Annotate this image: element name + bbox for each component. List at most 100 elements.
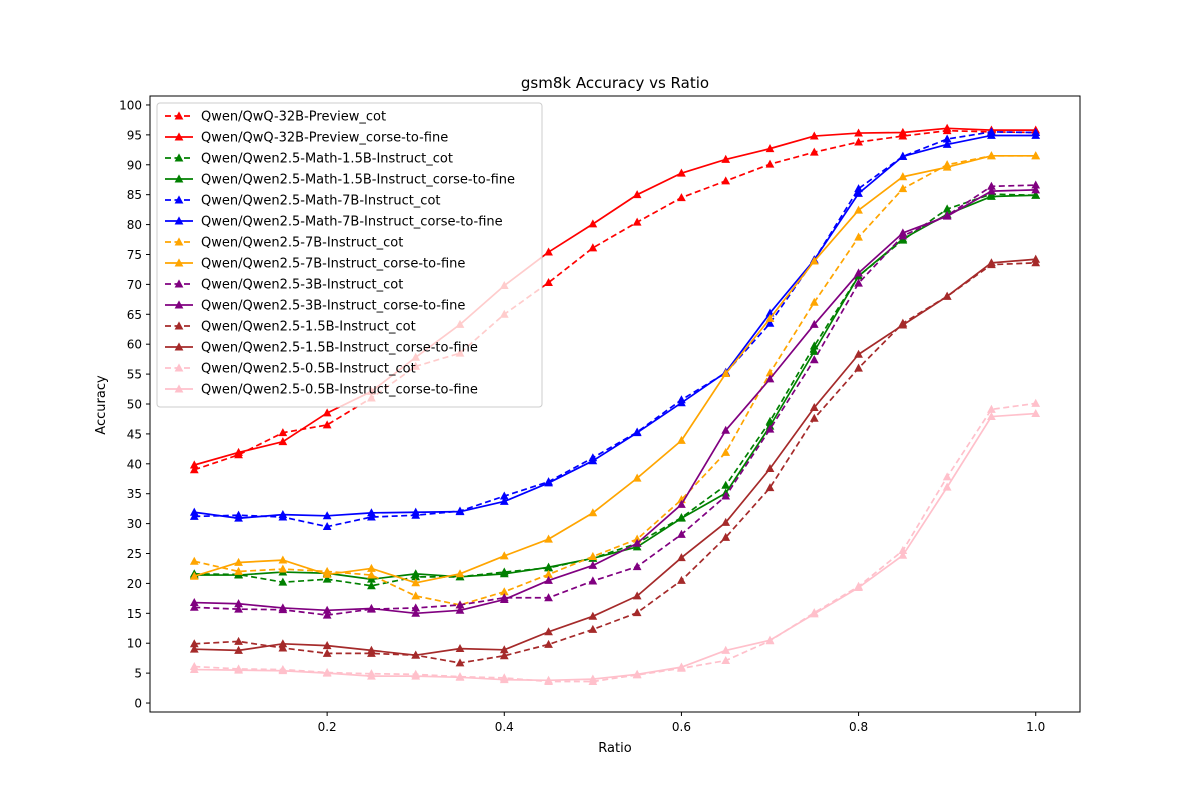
y-tick-label: 15 [127, 607, 142, 621]
data-point [765, 374, 775, 383]
series-line [194, 184, 1036, 616]
data-point [234, 557, 243, 566]
data-point [677, 168, 686, 177]
legend: Qwen/QwQ-32B-Preview_cot Qwen/QwQ-32B-Pre… [156, 102, 543, 408]
legend-entry: Qwen/Qwen2.5-Math-1.5B-Instruct_corse-to… [165, 173, 515, 188]
legend-entry: Qwen/Qwen2.5-Math-7B-Instruct_cot [165, 194, 441, 209]
y-tick-label: 75 [127, 248, 142, 262]
data-point [1031, 185, 1041, 194]
y-tick-label: 85 [127, 188, 142, 202]
data-point [809, 131, 819, 140]
y-tick-label: 25 [127, 547, 142, 561]
data-point [455, 507, 465, 516]
data-point [234, 645, 243, 654]
legend-box [156, 102, 543, 408]
data-point [721, 655, 731, 665]
axes: 0.2 0.4 0.6 0.8 1.0 0 5 10 15 20 25 30 35 40 45 50 55 60 6… [119, 95, 1081, 734]
data-point [588, 219, 598, 228]
data-point [942, 204, 952, 213]
data-point [189, 639, 199, 648]
data-point [809, 402, 819, 412]
data-point [854, 184, 863, 193]
data-point [322, 605, 332, 614]
data-point [765, 318, 775, 327]
legend-label: Qwen/Qwen2.5-0.5B-Instruct_corse-to-fine [201, 383, 478, 398]
legend-label: Qwen/Qwen2.5-1.5B-Instruct_corse-to-fine [201, 341, 478, 356]
data-point [765, 313, 775, 322]
data-point [278, 555, 288, 564]
legend-label: Qwen/Qwen2.5-7B-Instruct_corse-to-fine [201, 257, 465, 272]
data-point [677, 499, 686, 508]
data-point [854, 278, 863, 287]
data-point [322, 610, 332, 619]
data-point [809, 346, 819, 355]
legend-entry: Qwen/Qwen2.5-0.5B-Instruct_cot [165, 362, 416, 377]
data-point [987, 186, 996, 195]
data-point [189, 507, 199, 516]
data-point [544, 675, 553, 684]
data-point [721, 491, 731, 500]
series-line [194, 134, 1036, 520]
data-point [189, 511, 199, 520]
data-point [588, 456, 598, 465]
data-point [588, 576, 598, 585]
legend-marker [174, 216, 184, 225]
data-point [854, 137, 863, 146]
data-point [544, 247, 553, 256]
data-point [322, 574, 332, 583]
series-14 [189, 408, 1041, 684]
y-tick-label: 80 [127, 218, 142, 232]
data-point [765, 463, 775, 473]
legend-label: Qwen/Qwen2.5-7B-Instruct_cot [201, 236, 403, 251]
y-tick-label: 90 [127, 158, 142, 172]
data-point [499, 491, 509, 500]
data-point [278, 437, 288, 446]
data-point [632, 428, 642, 437]
data-point [987, 258, 996, 267]
series-line [194, 402, 1036, 683]
data-point [367, 603, 376, 612]
data-point [411, 578, 421, 587]
data-point [898, 151, 908, 160]
data-point [765, 424, 775, 433]
data-point [322, 511, 332, 520]
data-point [455, 644, 465, 653]
data-point [367, 671, 376, 680]
x-tick-label: 0.6 [672, 720, 691, 734]
data-point [278, 603, 288, 612]
y-tick-label: 0 [134, 697, 142, 711]
data-point [854, 268, 863, 277]
data-point [189, 644, 199, 653]
data-point [677, 575, 686, 584]
data-point [765, 368, 775, 377]
data-point [721, 154, 731, 163]
data-point [1031, 398, 1041, 407]
legend-marker [174, 153, 184, 162]
data-point [278, 564, 288, 573]
y-tick-label: 55 [127, 368, 142, 382]
data-point [765, 635, 775, 644]
data-point [632, 190, 642, 199]
data-point [455, 672, 465, 681]
data-point [499, 645, 509, 654]
data-point [721, 517, 731, 526]
data-point [544, 562, 553, 571]
data-point [588, 551, 598, 560]
y-tick-label: 50 [127, 398, 142, 412]
data-point [632, 669, 642, 678]
data-point [898, 184, 908, 193]
data-point [544, 639, 553, 648]
legend-entry: Qwen/Qwen2.5-1.5B-Instruct_corse-to-fine [165, 341, 478, 356]
data-point [942, 123, 952, 132]
data-point [809, 297, 819, 306]
legend-marker [174, 384, 184, 393]
legend-entry: Qwen/Qwen2.5-Math-7B-Instruct_corse-to-f… [165, 215, 503, 230]
data-point [987, 404, 996, 413]
x-tick-label: 1.0 [1026, 720, 1045, 734]
data-point [942, 472, 952, 481]
data-point [234, 447, 243, 456]
data-point [942, 211, 952, 220]
data-point [588, 624, 598, 633]
legend-entry: Qwen/Qwen2.5-1.5B-Instruct_cot [165, 320, 416, 335]
